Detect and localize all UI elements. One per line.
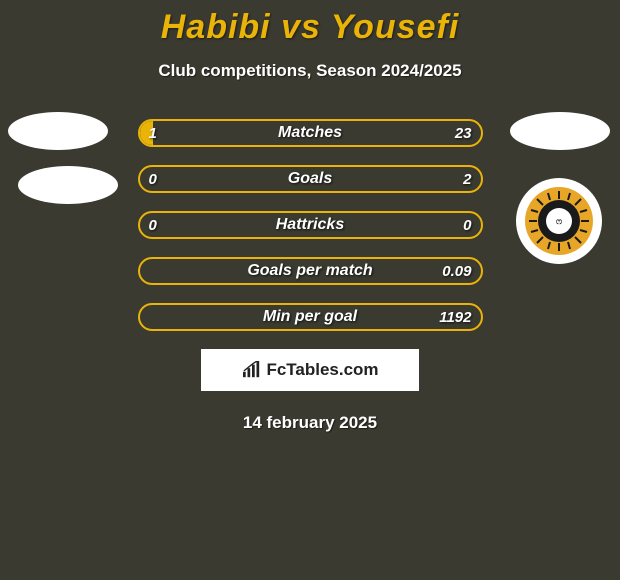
ellipse-icon: [18, 166, 118, 204]
ellipse-icon: [510, 112, 610, 150]
page-subtitle: Club competitions, Season 2024/2025: [0, 61, 620, 81]
stat-label: Hattricks: [140, 216, 481, 234]
player1-badge-2: [18, 166, 118, 236]
brand-suffix: Tables.com: [286, 360, 378, 379]
stat-label: Goals per match: [140, 262, 481, 280]
club-badge-text: ෆ: [546, 208, 572, 234]
stats-panel: 1 Matches 23 0 Goals 2 0 Hattricks 0 Goa…: [138, 119, 483, 331]
stat-value-right: 0.09: [442, 263, 471, 280]
club-badge-icon: ෆ: [516, 178, 602, 264]
stat-row-hattricks: 0 Hattricks 0: [138, 211, 483, 239]
stat-row-goals-per-match: Goals per match 0.09: [138, 257, 483, 285]
stat-value-right: 1192: [439, 309, 471, 326]
bar-chart-icon: [241, 361, 263, 379]
stat-label: Matches: [140, 124, 481, 142]
stat-label: Goals: [140, 170, 481, 188]
comparison-card: Habibi vs Yousefi Club competitions, Sea…: [0, 0, 620, 433]
brand-badge: FcTables.com: [201, 349, 419, 391]
stat-value-right: 2: [463, 171, 471, 188]
stat-row-matches: 1 Matches 23: [138, 119, 483, 147]
player2-badge-1: [510, 112, 610, 182]
stat-row-goals: 0 Goals 2: [138, 165, 483, 193]
ellipse-icon: [8, 112, 108, 150]
brand-prefix: Fc: [266, 360, 286, 379]
stat-value-right: 0: [463, 217, 471, 234]
stat-label: Min per goal: [140, 308, 481, 326]
stat-value-right: 23: [455, 125, 472, 142]
brand-text: FcTables.com: [266, 360, 378, 380]
page-title: Habibi vs Yousefi: [0, 8, 620, 47]
stat-row-min-per-goal: Min per goal 1192: [138, 303, 483, 331]
date-text: 14 february 2025: [0, 413, 620, 433]
player2-club-badge: ෆ: [516, 178, 602, 264]
